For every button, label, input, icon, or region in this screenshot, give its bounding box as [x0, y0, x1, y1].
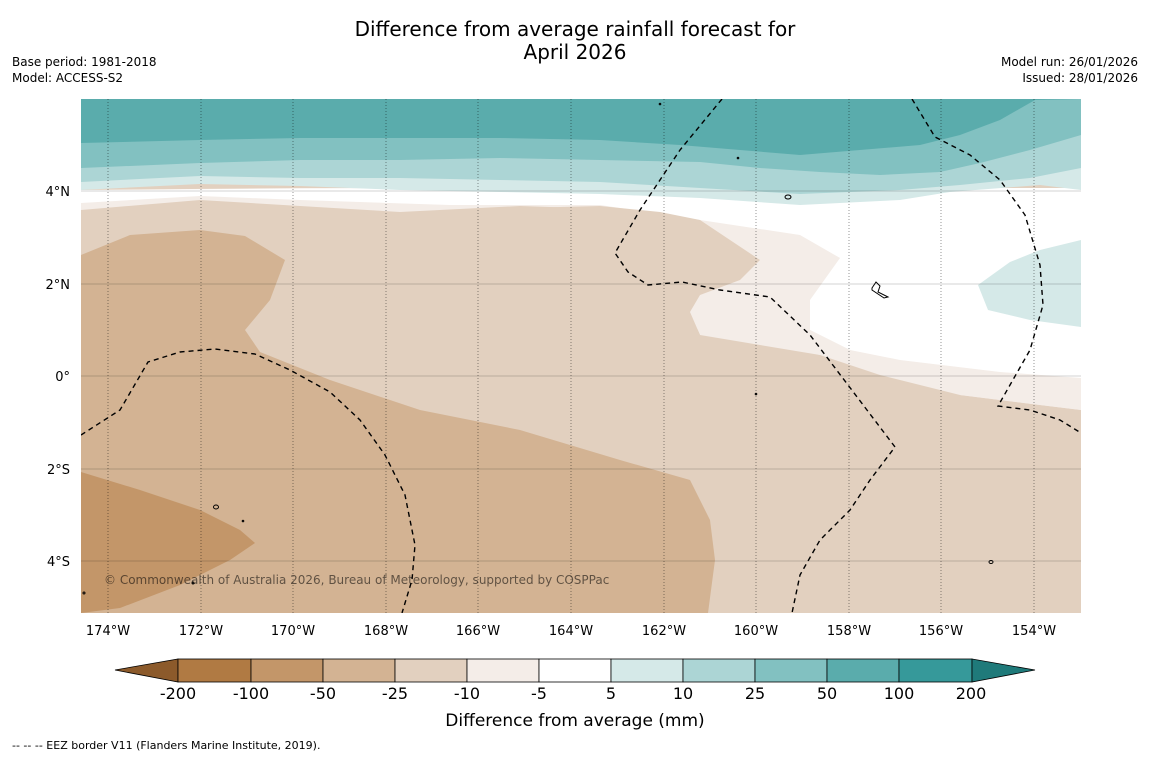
island-kiritimati	[871, 281, 890, 299]
island-dot	[241, 519, 245, 523]
island-dot-north	[658, 102, 662, 106]
colorbar-bin-1	[177, 658, 252, 683]
title-line-1: Difference from average rainfall forecas…	[354, 17, 796, 41]
tick-50: 50	[817, 684, 837, 703]
island-jarvis	[784, 194, 792, 200]
issued-date: Issued: 28/01/2026	[1022, 71, 1138, 85]
band-minus50-to-minus25	[81, 230, 715, 613]
colorbar-bin-6	[538, 658, 612, 683]
tick-minus200: -200	[160, 684, 196, 703]
tick-25: 25	[745, 684, 765, 703]
lon-label-174w: 174°W	[86, 624, 130, 639]
island-south-east	[988, 560, 994, 564]
patch-minus10-to-minus5	[690, 240, 880, 360]
tick-5: 5	[606, 684, 616, 703]
tick-minus25: -25	[382, 684, 408, 703]
colorbar-extend-high	[971, 658, 1036, 683]
eez-border-west	[81, 348, 416, 613]
lon-label-164w: 164°W	[549, 624, 593, 639]
tick-100: 100	[884, 684, 915, 703]
lon-label-162w: 162°W	[642, 624, 686, 639]
model-run: Model run: 26/01/2026	[1000, 55, 1138, 69]
colorbar-bin-4	[394, 658, 468, 683]
colorbar-extend-low	[114, 658, 179, 683]
colorbar-bin-11	[898, 658, 973, 683]
band-minus5-to-5	[81, 188, 1081, 378]
model-name: Model: ACCESS-S2	[12, 71, 124, 85]
lat-labels: 4°N 2°N 0° 2°S 4°S	[46, 185, 71, 570]
colorbar-bin-3	[322, 658, 396, 683]
island-dot-north2	[736, 156, 740, 160]
colorbar-bin-5	[466, 658, 540, 683]
islands	[82, 102, 994, 595]
lon-label-154w: 154°W	[1012, 624, 1056, 639]
copyright-text: © Commonwealth of Australia 2026, Bureau…	[104, 573, 609, 587]
gridlines	[81, 99, 1081, 613]
lon-label-166w: 166°W	[456, 624, 500, 639]
run-info: Model run: 26/01/2026 Issued: 28/01/2026	[1001, 54, 1138, 86]
tick-10: 10	[673, 684, 693, 703]
colorbar-ticks: -200 -100 -50 -25 -10 -5 5 10 25 50 100 …	[160, 684, 986, 703]
colorbar-bin-9	[754, 658, 828, 683]
lon-labels: 174°W 172°W 170°W 168°W 166°W 164°W 162°…	[86, 624, 1056, 639]
lat-label-4n: 4°N	[46, 185, 71, 200]
patch-5-to-10-east	[978, 240, 1081, 327]
lon-label-168w: 168°W	[364, 624, 408, 639]
base-info: Base period: 1981-2018 Model: ACCESS-S2	[12, 54, 157, 86]
lat-label-2n: 2°N	[46, 278, 71, 293]
island-dot-sw2	[82, 591, 86, 595]
tick-minus10: -10	[454, 684, 480, 703]
eez-borders	[81, 99, 1081, 613]
lon-label-156w: 156°W	[919, 624, 963, 639]
lon-label-158w: 158°W	[827, 624, 871, 639]
lat-label-2s: 2°S	[47, 463, 70, 478]
title-line-2: April 2026	[523, 40, 627, 64]
island-small-west	[213, 504, 219, 510]
colorbar-label: Difference from average (mm)	[445, 711, 704, 731]
band-50-to-100	[81, 99, 1081, 155]
tick-200: 200	[956, 684, 987, 703]
lat-label-0: 0°	[55, 370, 70, 385]
patch-east-light	[960, 395, 1081, 410]
band-minus25-to-minus10-north	[81, 204, 760, 345]
colorbar	[114, 658, 1036, 683]
eez-footnote: -- -- -- EEZ border V11 (Flanders Marine…	[12, 739, 321, 752]
base-period: Base period: 1981-2018	[12, 55, 157, 69]
colorbar-bin-2	[250, 658, 324, 683]
lon-label-172w: 172°W	[179, 624, 223, 639]
tick-minus100: -100	[233, 684, 269, 703]
lon-label-160w: 160°W	[734, 624, 778, 639]
lat-label-4s: 4°S	[47, 555, 70, 570]
colorbar-bin-7	[610, 658, 684, 683]
lon-label-170w: 170°W	[271, 624, 315, 639]
tick-minus5: -5	[531, 684, 547, 703]
rainfall-field	[81, 99, 1081, 613]
band-minus100-to-minus50	[81, 472, 255, 613]
colorbar-bin-8	[682, 658, 756, 683]
chart-title: Difference from average rainfall forecas…	[0, 18, 1150, 64]
island-dot-mid	[754, 392, 758, 396]
colorbar-bin-10	[826, 658, 900, 683]
eez-border-east	[911, 99, 1081, 434]
tick-minus50: -50	[310, 684, 336, 703]
island-dot-sw	[191, 581, 195, 585]
eez-border-central	[614, 99, 896, 613]
